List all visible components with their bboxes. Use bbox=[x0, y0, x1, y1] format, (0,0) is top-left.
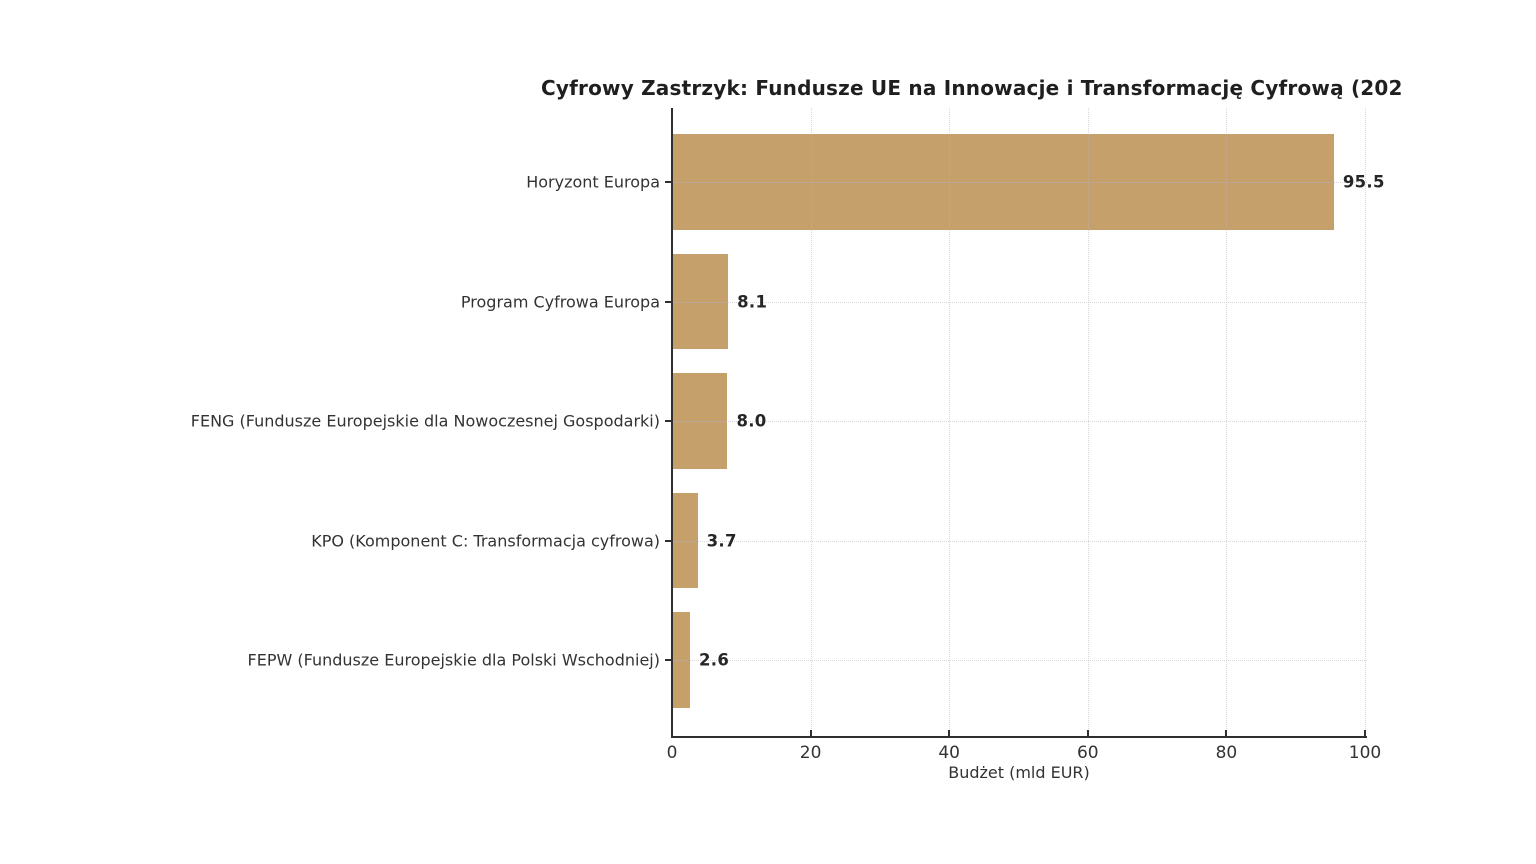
x-tick bbox=[1225, 730, 1228, 736]
x-tick bbox=[1086, 730, 1089, 736]
y-axis-spine bbox=[671, 108, 673, 738]
x-axis-label: Budżet (mld EUR) bbox=[948, 763, 1090, 782]
y-tick bbox=[665, 420, 673, 422]
x-tick bbox=[1364, 730, 1366, 736]
x-gridline bbox=[1226, 108, 1228, 737]
y-tick bbox=[665, 539, 673, 542]
x-tick-label: 0 bbox=[666, 743, 678, 763]
x-axis-spine bbox=[671, 736, 1367, 738]
bar-value-label: 8.1 bbox=[737, 292, 768, 311]
y-gridline bbox=[673, 660, 1367, 661]
category-label: KPO (Komponent C: Transformacja cyfrowa) bbox=[311, 531, 660, 550]
chart-title: Cyfrowy Zastrzyk: Fundusze UE na Innowac… bbox=[541, 76, 1403, 100]
x-tick-label: 40 bbox=[938, 743, 961, 763]
y-tick bbox=[665, 659, 673, 661]
x-tick bbox=[948, 730, 951, 736]
bar-value-label: 8.0 bbox=[736, 411, 767, 431]
x-tick-label: 100 bbox=[1348, 743, 1382, 763]
x-tick bbox=[809, 730, 812, 736]
x-tick bbox=[671, 730, 673, 736]
bar-value-label: 3.7 bbox=[706, 531, 737, 550]
bar-value-label: 95.5 bbox=[1342, 172, 1385, 192]
x-tick-label: 20 bbox=[799, 743, 822, 763]
bar-value-label: 2.6 bbox=[699, 650, 730, 670]
x-gridline bbox=[1365, 108, 1366, 737]
x-gridline bbox=[1087, 108, 1089, 737]
y-tick bbox=[665, 181, 673, 183]
category-label: Program Cyfrowa Europa bbox=[460, 292, 660, 311]
x-gridline bbox=[810, 108, 812, 737]
y-gridline bbox=[673, 421, 1367, 422]
x-tick-label: 80 bbox=[1215, 743, 1238, 763]
y-gridline bbox=[673, 540, 1367, 542]
y-gridline bbox=[673, 301, 1367, 303]
category-label: Horyzont Europa bbox=[526, 172, 660, 192]
category-label: FENG (Fundusze Europejskie dla Nowoczesn… bbox=[190, 411, 660, 431]
category-label: FEPW (Fundusze Europejskie dla Polski Ws… bbox=[247, 650, 660, 670]
x-gridline bbox=[949, 108, 951, 737]
y-gridline bbox=[673, 182, 1367, 183]
x-tick-label: 60 bbox=[1076, 743, 1099, 763]
y-tick bbox=[665, 300, 673, 303]
